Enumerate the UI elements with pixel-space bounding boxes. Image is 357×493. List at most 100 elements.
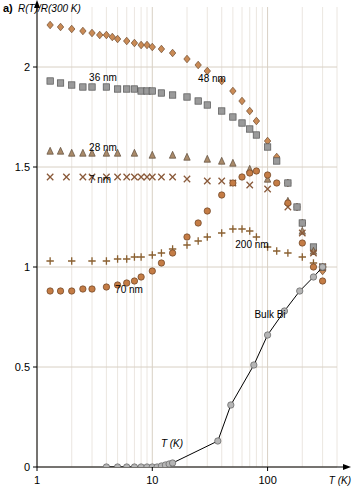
- data-point: [299, 219, 305, 227]
- data-point: [69, 288, 75, 294]
- data-point: [219, 178, 225, 184]
- series: [47, 78, 326, 270]
- data-point: [131, 464, 137, 467]
- data-point: [195, 220, 201, 226]
- data-point: [319, 264, 325, 270]
- data-point: [228, 402, 234, 408]
- y-tick: [33, 267, 37, 268]
- data-point: [158, 90, 164, 96]
- data-point: [124, 464, 130, 467]
- data-point: [297, 288, 303, 294]
- data-point: [264, 144, 270, 150]
- x-tick-label: 10: [146, 474, 158, 486]
- plot-area: [46, 21, 326, 467]
- data-point: [131, 86, 137, 92]
- data-point: [89, 84, 95, 90]
- data-point: [219, 157, 225, 164]
- data-point: [230, 180, 236, 186]
- x-tick: [267, 467, 268, 471]
- data-point: [195, 98, 201, 104]
- x-tick: [152, 467, 153, 471]
- data-point: [239, 174, 245, 180]
- data-point: [68, 257, 75, 264]
- data-point: [285, 179, 291, 187]
- chart: 11010000.511.52a)R(T)/R(300 K)T (K)T (K)…: [0, 0, 357, 493]
- data-point: [299, 220, 305, 226]
- data-point: [239, 97, 245, 105]
- y-grid-line: [37, 67, 337, 68]
- data-point: [47, 147, 53, 154]
- data-point: [103, 84, 109, 90]
- data-point: [294, 203, 300, 211]
- series-label: 36 nm: [89, 72, 117, 83]
- data-point: [319, 263, 325, 270]
- data-point: [230, 159, 236, 166]
- data-point: [149, 151, 155, 158]
- data-point: [114, 174, 120, 180]
- series-label: 200 nm: [235, 239, 268, 250]
- data-point: [138, 174, 144, 180]
- y-tick: [33, 467, 37, 468]
- series: [103, 264, 326, 467]
- data-point: [204, 208, 210, 214]
- series: [47, 21, 326, 275]
- data-point: [274, 158, 280, 164]
- minor-grid-line: [134, 7, 135, 467]
- data-point: [138, 464, 144, 467]
- data-point: [124, 86, 130, 92]
- y-tick-label: 0.5: [15, 361, 30, 373]
- grid: [37, 7, 337, 467]
- annotation: T (K): [161, 438, 183, 449]
- y-grid-line: [37, 167, 337, 168]
- data-point: [184, 153, 190, 160]
- data-point: [230, 87, 236, 95]
- series: [47, 147, 326, 270]
- series-label: 70 nm: [115, 284, 143, 295]
- y-tick-label: 1: [24, 261, 30, 273]
- data-point: [285, 200, 291, 206]
- data-point: [274, 180, 280, 186]
- data-point: [47, 78, 53, 84]
- y-tick-label: 1.5: [15, 161, 30, 173]
- data-point: [247, 170, 253, 176]
- data-point: [149, 174, 155, 180]
- data-point: [169, 460, 175, 466]
- data-point: [103, 257, 110, 264]
- data-point: [310, 250, 316, 256]
- data-point: [219, 108, 225, 114]
- data-point: [194, 237, 201, 244]
- data-point: [46, 257, 53, 264]
- data-point: [219, 192, 225, 198]
- data-point: [89, 286, 95, 292]
- data-point: [114, 464, 120, 467]
- minor-grid-line: [242, 7, 243, 467]
- y-tick-label: 2: [24, 61, 30, 73]
- data-point: [246, 227, 253, 234]
- data-point: [169, 250, 175, 256]
- data-point: [131, 253, 138, 260]
- data-point: [253, 132, 259, 138]
- data-point: [80, 149, 86, 156]
- minor-grid-line: [141, 7, 142, 467]
- data-point: [57, 147, 63, 154]
- minor-grid-line: [249, 7, 250, 467]
- data-point: [69, 25, 75, 33]
- data-point: [123, 255, 130, 262]
- minor-grid-line: [302, 7, 303, 467]
- y-tick: [33, 367, 37, 368]
- data-point: [131, 149, 137, 156]
- data-point: [247, 182, 253, 188]
- data-point: [158, 260, 164, 266]
- data-point: [184, 176, 190, 182]
- series: [47, 174, 326, 270]
- data-point: [169, 49, 175, 57]
- data-point: [253, 168, 259, 174]
- x-grid-line: [267, 7, 268, 467]
- y-axis: [37, 4, 38, 467]
- y-tick-label: 0: [24, 461, 30, 473]
- data-point: [103, 464, 109, 467]
- data-point: [204, 178, 210, 184]
- data-point: [264, 172, 270, 178]
- data-point: [131, 39, 137, 47]
- data-point: [97, 31, 103, 39]
